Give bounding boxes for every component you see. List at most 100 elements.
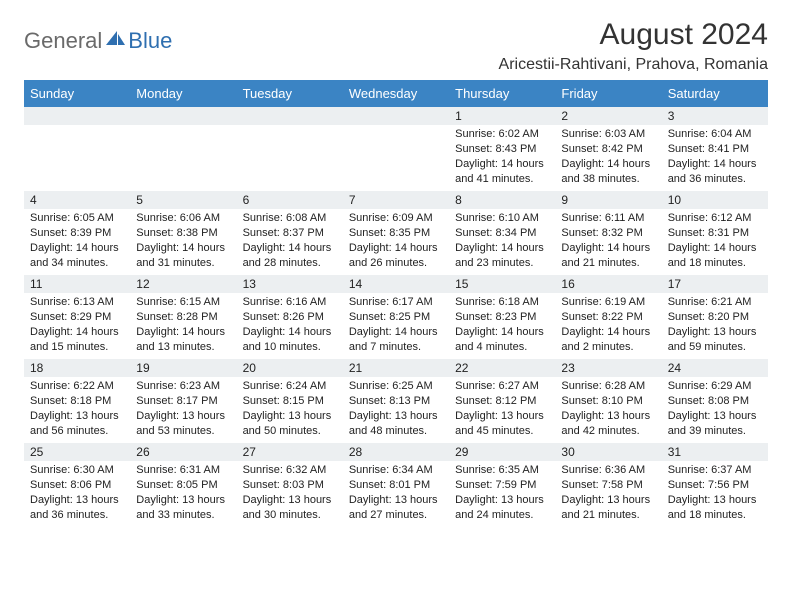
day-cell-number: 9 [555, 191, 661, 209]
day-cell-number: 15 [449, 275, 555, 293]
day-cell-details: Sunrise: 6:23 AMSunset: 8:17 PMDaylight:… [130, 377, 236, 443]
day-cell-number: 29 [449, 443, 555, 461]
day-cell-number: 4 [24, 191, 130, 209]
day-cell-number: 21 [343, 359, 449, 377]
day-cell-details: Sunrise: 6:09 AMSunset: 8:35 PMDaylight:… [343, 209, 449, 275]
day-number: 20 [237, 359, 343, 376]
day-details: Sunrise: 6:08 AMSunset: 8:37 PMDaylight:… [237, 209, 343, 274]
day-cell-details: Sunrise: 6:30 AMSunset: 8:06 PMDaylight:… [24, 461, 130, 527]
day-cell-details: Sunrise: 6:34 AMSunset: 8:01 PMDaylight:… [343, 461, 449, 527]
day-cell-number: 17 [662, 275, 768, 293]
day-number: 18 [24, 359, 130, 376]
day-cell-number: 27 [237, 443, 343, 461]
daynum-row: 11121314151617 [24, 275, 768, 293]
day-cell-details: Sunrise: 6:25 AMSunset: 8:13 PMDaylight:… [343, 377, 449, 443]
day-cell-details: Sunrise: 6:32 AMSunset: 8:03 PMDaylight:… [237, 461, 343, 527]
day-cell-number: 8 [449, 191, 555, 209]
day-number: 4 [24, 191, 130, 208]
weekday-header: Monday [130, 80, 236, 107]
weekday-header: Wednesday [343, 80, 449, 107]
weekday-header: Sunday [24, 80, 130, 107]
day-number: 26 [130, 443, 236, 460]
day-number: 6 [237, 191, 343, 208]
day-details: Sunrise: 6:06 AMSunset: 8:38 PMDaylight:… [130, 209, 236, 274]
day-cell-number: 3 [662, 107, 768, 125]
day-number: 3 [662, 107, 768, 124]
day-number: 29 [449, 443, 555, 460]
day-cell-number [24, 107, 130, 125]
day-details: Sunrise: 6:19 AMSunset: 8:22 PMDaylight:… [555, 293, 661, 358]
day-number: 1 [449, 107, 555, 124]
logo: General Blue [24, 18, 172, 54]
day-cell-number: 23 [555, 359, 661, 377]
day-number: 13 [237, 275, 343, 292]
day-cell-details [343, 125, 449, 191]
day-cell-number: 28 [343, 443, 449, 461]
day-cell-details: Sunrise: 6:37 AMSunset: 7:56 PMDaylight:… [662, 461, 768, 527]
day-number: 19 [130, 359, 236, 376]
day-details: Sunrise: 6:09 AMSunset: 8:35 PMDaylight:… [343, 209, 449, 274]
day-number: 2 [555, 107, 661, 124]
day-details: Sunrise: 6:34 AMSunset: 8:01 PMDaylight:… [343, 461, 449, 526]
weekday-header: Thursday [449, 80, 555, 107]
day-number: 23 [555, 359, 661, 376]
detail-row: Sunrise: 6:30 AMSunset: 8:06 PMDaylight:… [24, 461, 768, 527]
title-block: August 2024 Aricestii-Rahtivani, Prahova… [499, 18, 768, 74]
day-cell-details: Sunrise: 6:22 AMSunset: 8:18 PMDaylight:… [24, 377, 130, 443]
day-cell-number: 22 [449, 359, 555, 377]
detail-row: Sunrise: 6:05 AMSunset: 8:39 PMDaylight:… [24, 209, 768, 275]
daynum-row: 45678910 [24, 191, 768, 209]
day-number: 27 [237, 443, 343, 460]
day-details: Sunrise: 6:15 AMSunset: 8:28 PMDaylight:… [130, 293, 236, 358]
day-number: 9 [555, 191, 661, 208]
day-details: Sunrise: 6:04 AMSunset: 8:41 PMDaylight:… [662, 125, 768, 190]
day-details: Sunrise: 6:02 AMSunset: 8:43 PMDaylight:… [449, 125, 555, 190]
day-number: 22 [449, 359, 555, 376]
day-cell-number: 24 [662, 359, 768, 377]
day-cell-details: Sunrise: 6:02 AMSunset: 8:43 PMDaylight:… [449, 125, 555, 191]
day-details: Sunrise: 6:11 AMSunset: 8:32 PMDaylight:… [555, 209, 661, 274]
day-cell-details [237, 125, 343, 191]
day-number: 25 [24, 443, 130, 460]
day-details: Sunrise: 6:22 AMSunset: 8:18 PMDaylight:… [24, 377, 130, 442]
day-cell-details: Sunrise: 6:15 AMSunset: 8:28 PMDaylight:… [130, 293, 236, 359]
day-number: 5 [130, 191, 236, 208]
day-cell-number: 6 [237, 191, 343, 209]
day-cell-details: Sunrise: 6:13 AMSunset: 8:29 PMDaylight:… [24, 293, 130, 359]
day-cell-details: Sunrise: 6:11 AMSunset: 8:32 PMDaylight:… [555, 209, 661, 275]
day-number: 17 [662, 275, 768, 292]
logo-text-blue: Blue [128, 28, 172, 54]
weekday-header: Saturday [662, 80, 768, 107]
day-details: Sunrise: 6:03 AMSunset: 8:42 PMDaylight:… [555, 125, 661, 190]
day-cell-number [130, 107, 236, 125]
day-cell-number: 18 [24, 359, 130, 377]
weekday-header-row: Sunday Monday Tuesday Wednesday Thursday… [24, 80, 768, 107]
day-cell-number [343, 107, 449, 125]
day-cell-number: 12 [130, 275, 236, 293]
day-number: 10 [662, 191, 768, 208]
day-cell-details: Sunrise: 6:12 AMSunset: 8:31 PMDaylight:… [662, 209, 768, 275]
day-cell-number: 14 [343, 275, 449, 293]
day-cell-details: Sunrise: 6:18 AMSunset: 8:23 PMDaylight:… [449, 293, 555, 359]
day-details: Sunrise: 6:21 AMSunset: 8:20 PMDaylight:… [662, 293, 768, 358]
location: Aricestii-Rahtivani, Prahova, Romania [499, 56, 768, 74]
day-cell-details: Sunrise: 6:10 AMSunset: 8:34 PMDaylight:… [449, 209, 555, 275]
day-number: 8 [449, 191, 555, 208]
day-details: Sunrise: 6:31 AMSunset: 8:05 PMDaylight:… [130, 461, 236, 526]
day-cell-details: Sunrise: 6:29 AMSunset: 8:08 PMDaylight:… [662, 377, 768, 443]
day-cell-number: 11 [24, 275, 130, 293]
detail-row: Sunrise: 6:02 AMSunset: 8:43 PMDaylight:… [24, 125, 768, 191]
detail-row: Sunrise: 6:13 AMSunset: 8:29 PMDaylight:… [24, 293, 768, 359]
daynum-row: 18192021222324 [24, 359, 768, 377]
day-cell-number: 16 [555, 275, 661, 293]
month-title: August 2024 [499, 18, 768, 52]
day-cell-details: Sunrise: 6:27 AMSunset: 8:12 PMDaylight:… [449, 377, 555, 443]
day-number: 14 [343, 275, 449, 292]
day-cell-number: 1 [449, 107, 555, 125]
day-details: Sunrise: 6:35 AMSunset: 7:59 PMDaylight:… [449, 461, 555, 526]
day-cell-details [24, 125, 130, 191]
day-number: 28 [343, 443, 449, 460]
day-details: Sunrise: 6:16 AMSunset: 8:26 PMDaylight:… [237, 293, 343, 358]
day-cell-number: 31 [662, 443, 768, 461]
day-cell-details: Sunrise: 6:19 AMSunset: 8:22 PMDaylight:… [555, 293, 661, 359]
